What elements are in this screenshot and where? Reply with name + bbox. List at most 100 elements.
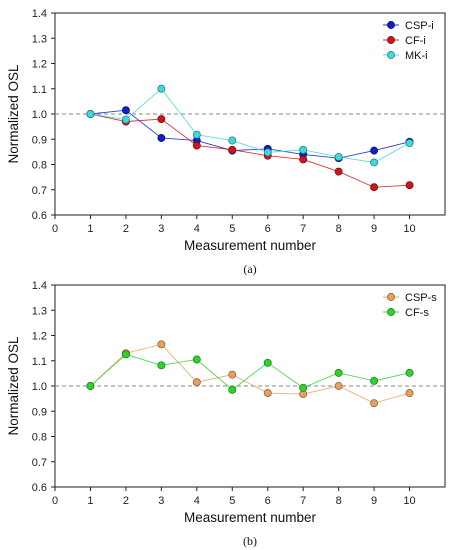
- y-tick-label: 1.4: [32, 8, 47, 20]
- data-point-mk-i: [121, 115, 130, 124]
- panel-caption: (b): [243, 534, 257, 548]
- x-tick-label: 3: [158, 223, 164, 235]
- chart-panel-0: 0.6 0.7 0.8 0.9 1.0 1.1 1.2 1.3 1.4 0 1 2 3 4 5 6 7 8 9 10 M…: [6, 8, 446, 276]
- data-point-cf-s: [228, 385, 237, 394]
- legend-label: CF-s: [405, 307, 429, 319]
- y-tick-label: 1.0: [32, 381, 47, 393]
- data-point-csp-i: [121, 106, 130, 115]
- data-point-mk-i: [334, 152, 343, 161]
- legend-marker-csp-s: [387, 293, 395, 301]
- panel-caption: (a): [243, 262, 256, 276]
- x-tick-label: 9: [371, 223, 377, 235]
- data-point-csp-s: [263, 389, 272, 398]
- data-point-cf-i: [157, 115, 166, 124]
- x-tick-label: 6: [265, 495, 271, 507]
- y-tick-label: 0.9: [32, 406, 47, 418]
- x-tick-label: 1: [87, 495, 93, 507]
- data-point-cf-i: [192, 141, 201, 150]
- x-tick-label: 9: [371, 495, 377, 507]
- y-tick-label: 0.7: [32, 457, 47, 469]
- x-tick-label: 0: [52, 223, 58, 235]
- data-point-csp-s: [228, 370, 237, 379]
- data-point-cf-s: [192, 355, 201, 364]
- data-point-cf-s: [334, 368, 343, 377]
- data-point-cf-i: [228, 145, 237, 154]
- legend-marker-cf-s: [387, 308, 395, 316]
- data-point-cf-s: [299, 383, 308, 392]
- data-point-cf-i: [370, 183, 379, 192]
- x-tick-label: 7: [300, 495, 306, 507]
- data-point-mk-i: [86, 110, 95, 118]
- data-point-mk-i: [157, 84, 166, 93]
- data-point-cf-s: [121, 350, 130, 359]
- y-tick-label: 0.9: [32, 134, 47, 146]
- data-point-csp-i: [370, 146, 379, 155]
- data-point-cf-s: [263, 358, 272, 367]
- data-point-csp-s: [405, 389, 414, 398]
- x-tick-label: 2: [123, 223, 129, 235]
- x-tick-label: 2: [123, 495, 129, 507]
- legend-marker-csp-i: [387, 21, 395, 29]
- y-tick-label: 1.1: [32, 84, 47, 96]
- data-point-cf-s: [405, 368, 414, 377]
- y-tick-label: 0.6: [32, 210, 47, 222]
- data-point-cf-i: [405, 181, 414, 190]
- legend-label: MK-i: [405, 50, 428, 62]
- data-point-csp-s: [157, 340, 166, 349]
- series-line-cf-s: [90, 353, 410, 391]
- y-tick-label: 1.2: [32, 331, 47, 343]
- legend-label: CSP-s: [405, 292, 437, 304]
- data-point-mk-i: [299, 145, 308, 154]
- legend-label: CSP-i: [405, 20, 434, 32]
- x-tick-label: 10: [403, 495, 415, 507]
- data-point-cf-i: [299, 155, 308, 164]
- series-line-cf-i: [90, 113, 410, 188]
- legend-label: CF-i: [405, 35, 426, 47]
- x-tick-label: 8: [336, 223, 342, 235]
- y-tick-label: 1.2: [32, 59, 47, 71]
- x-tick-label: 3: [158, 495, 164, 507]
- y-tick-label: 1.3: [32, 33, 47, 45]
- y-tick-label: 0.8: [32, 432, 47, 444]
- x-tick-label: 6: [265, 223, 271, 235]
- data-point-csp-s: [334, 382, 343, 390]
- x-tick-label: 7: [300, 223, 306, 235]
- data-point-csp-i: [157, 134, 166, 142]
- x-tick-label: 4: [194, 223, 200, 235]
- x-tick-label: 1: [87, 223, 93, 235]
- x-tick-label: 5: [229, 223, 235, 235]
- data-point-cf-s: [86, 382, 95, 390]
- x-tick-label: 0: [52, 495, 58, 507]
- x-axis-label: Measurement number: [184, 510, 317, 525]
- x-axis-label: Measurement number: [184, 238, 317, 253]
- data-point-cf-s: [370, 377, 379, 385]
- legend-marker-mk-i: [387, 51, 395, 59]
- y-tick-label: 1.1: [32, 356, 47, 368]
- y-tick-label: 0.7: [32, 185, 47, 197]
- data-point-csp-s: [370, 399, 379, 408]
- data-point-cf-s: [157, 361, 166, 370]
- series-line-csp-s: [90, 343, 410, 404]
- series-line-mk-i: [90, 88, 410, 163]
- data-point-mk-i: [263, 148, 272, 157]
- x-tick-label: 8: [336, 495, 342, 507]
- data-point-mk-i: [228, 136, 237, 145]
- y-tick-label: 0.8: [32, 160, 47, 172]
- y-axis-label: Normalized OSL: [6, 336, 21, 436]
- y-tick-label: 0.6: [32, 482, 47, 494]
- x-tick-label: 5: [229, 495, 235, 507]
- chart-panel-1: 0.6 0.7 0.8 0.9 1.0 1.1 1.2 1.3 1.4 0 1 2 3 4 5 6 7 8 9 10 M…: [6, 280, 446, 548]
- y-tick-label: 1.0: [32, 109, 47, 121]
- series-line-csp-i: [90, 109, 410, 159]
- y-axis-label: Normalized OSL: [6, 64, 21, 164]
- data-point-mk-i: [192, 130, 201, 139]
- y-tick-label: 1.3: [32, 305, 47, 317]
- data-point-mk-i: [405, 139, 414, 147]
- y-tick-label: 1.4: [32, 280, 47, 292]
- x-tick-label: 4: [194, 495, 200, 507]
- data-point-cf-i: [334, 167, 343, 176]
- x-tick-label: 10: [403, 223, 415, 235]
- legend-marker-cf-i: [387, 36, 395, 44]
- data-point-csp-s: [192, 378, 201, 387]
